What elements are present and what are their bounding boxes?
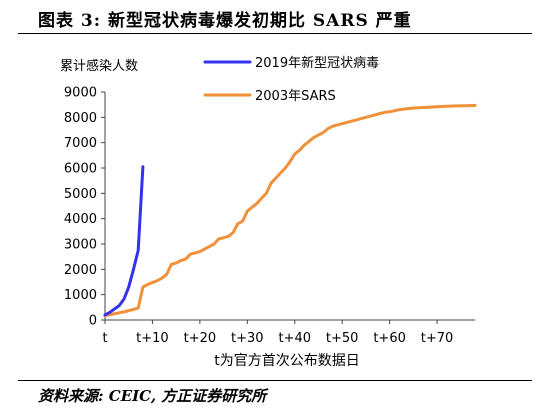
x-tick-label: t+20 xyxy=(184,331,217,346)
title-rule xyxy=(18,33,532,34)
x-tick-label: t+70 xyxy=(421,331,454,346)
x-tick-label: t+50 xyxy=(326,331,359,346)
y-tick-label: 9000 xyxy=(64,86,97,101)
axes: 0 1000 2000 3000 4000 5000 6000 7000 8000 9000 t t+… xyxy=(64,86,475,346)
source-note: 资料来源: CEIC, 方正证券研究所 xyxy=(38,387,267,405)
line-chart: 累计感染人数 t为官方首次公布数据日 0 1000 2000 3000 4000 5000… xyxy=(60,55,477,369)
y-tick-label: 0 xyxy=(89,314,97,329)
x-tick-label: t+60 xyxy=(373,331,406,346)
y-tick-label: 7000 xyxy=(64,136,97,151)
x-axis-title: t为官方首次公布数据日 xyxy=(214,353,360,369)
y-tick-label: 5000 xyxy=(64,187,97,202)
series-line-2019 xyxy=(103,165,145,317)
y-tick-label: 4000 xyxy=(64,212,97,227)
source-rule xyxy=(18,380,532,381)
y-tick-label: 6000 xyxy=(64,162,97,177)
legend-label: 2003年SARS xyxy=(255,89,336,104)
y-axis-title: 累计感染人数 xyxy=(60,58,138,74)
x-tick-label: t+40 xyxy=(278,331,311,346)
y-tick-label: 8000 xyxy=(64,111,97,126)
series-line-sars xyxy=(103,103,477,318)
x-tick-label: t+10 xyxy=(136,331,169,346)
y-tick-label: 2000 xyxy=(64,263,97,278)
series-layer xyxy=(103,103,477,318)
y-tick-label: 3000 xyxy=(64,238,97,253)
legend: 2019年新型冠状病毒 2003年SARS xyxy=(203,55,379,104)
figure-title: 图表 3: 新型冠状病毒爆发初期比 SARS 严重 xyxy=(38,11,412,31)
legend-label: 2019年新型冠状病毒 xyxy=(255,55,379,71)
x-tick-label: t xyxy=(102,331,107,346)
y-tick-label: 1000 xyxy=(64,288,97,303)
x-tick-label: t+30 xyxy=(231,331,264,346)
